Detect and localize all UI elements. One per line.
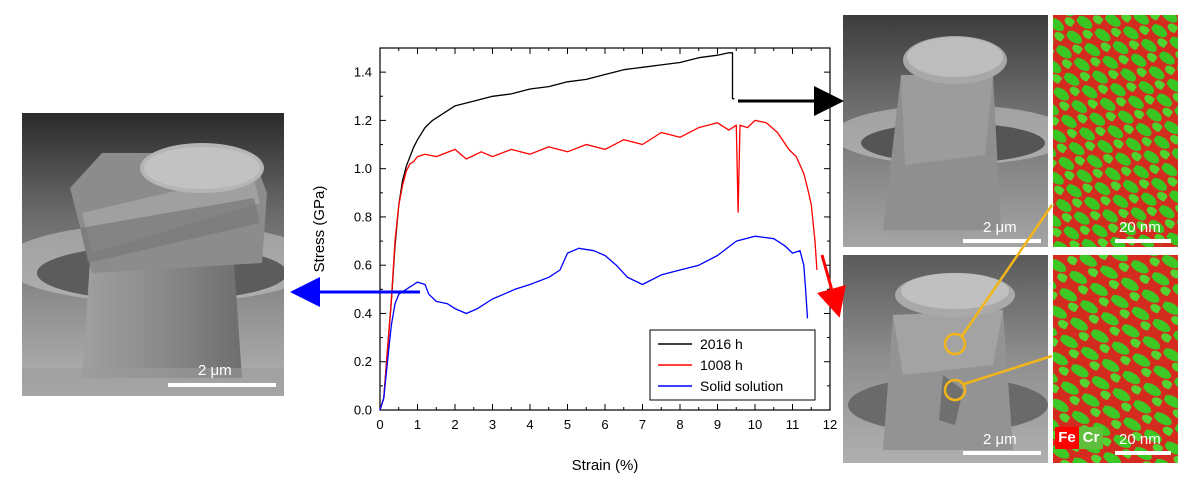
- series-lines: [379, 52, 818, 411]
- x-tick-label: 0: [376, 417, 383, 432]
- legend-box: [649, 329, 816, 401]
- y-tick-label: 0.4: [354, 306, 372, 321]
- x-tick-label: 2: [451, 417, 458, 432]
- scale-bar: [168, 383, 276, 387]
- right-bottom-sem-image: 2 μm: [843, 255, 1048, 463]
- scale-bar-label: 2 μm: [983, 431, 1017, 448]
- series-line-1008-h: [379, 119, 818, 411]
- legend: 2016 h 1008 h Solid solution: [649, 329, 816, 401]
- x-tick-label: 3: [489, 417, 496, 432]
- cr-label: Cr: [1079, 427, 1103, 449]
- x-tick-label: 7: [639, 417, 646, 432]
- left-sem-image: 2 μm: [22, 113, 284, 396]
- right-top-eds-map: 20 nm: [1053, 15, 1178, 247]
- eds-texture: [1053, 15, 1178, 247]
- y-tick-label: 0.0: [354, 403, 372, 418]
- legend-label-solid-solution: Solid solution: [700, 378, 783, 394]
- y-tick-label: 0.8: [354, 209, 372, 224]
- fe-label: Fe: [1055, 427, 1079, 449]
- legend-label-2016h: 2016 h: [700, 336, 743, 352]
- right-bottom-micropillar: [843, 255, 1048, 463]
- scale-bar: [1115, 451, 1171, 455]
- scale-bar-label: 2 μm: [983, 219, 1017, 236]
- scale-bar-label: 2 μm: [198, 362, 232, 379]
- x-axis-label: Strain (%): [572, 457, 639, 474]
- left-sem-micropillar: [22, 113, 284, 396]
- y-tick-label: 1.4: [354, 65, 372, 80]
- y-tick-label: 1.0: [354, 161, 372, 176]
- right-top-micropillar: [843, 15, 1048, 247]
- x-tick-label: 4: [526, 417, 533, 432]
- legend-label-1008h: 1008 h: [700, 357, 743, 373]
- x-tick-label: 11: [786, 417, 800, 432]
- y-axis-label: Stress (GPa): [311, 186, 328, 273]
- scale-bar-label: 20 nm: [1119, 431, 1161, 448]
- x-tick-label: 1: [414, 417, 421, 432]
- stress-strain-chart: 0 1 2 3 4 5 6 7 8 9 10 11 12 0.00.20.40.60.81.01.21.…: [311, 47, 837, 474]
- series-line-solid-solution: [379, 235, 809, 411]
- x-tick-label: 12: [823, 417, 837, 432]
- y-tick-label: 1.2: [354, 113, 372, 128]
- x-tick-label: 10: [748, 417, 762, 432]
- scale-bar: [963, 239, 1041, 243]
- x-tick-label: 5: [564, 417, 571, 432]
- x-tick-label: 9: [714, 417, 721, 432]
- y-tick-label: 0.2: [354, 354, 372, 369]
- scale-bar-label: 20 nm: [1119, 219, 1161, 236]
- right-top-sem-image: 2 μm: [843, 15, 1048, 247]
- x-tick-label: 8: [676, 417, 683, 432]
- y-tick-label: 0.6: [354, 258, 372, 273]
- scale-bar: [1115, 239, 1171, 243]
- x-tick-label: 6: [601, 417, 608, 432]
- right-bottom-eds-map: Fe Cr 20 nm: [1053, 255, 1178, 463]
- y-axis-ticks: 0.0 0.2 0.4 0.6 0.8 1.0 1.2 1.4: [354, 47, 830, 418]
- scale-bar: [963, 451, 1041, 455]
- x-axis-ticks: 0 1 2 3 4 5 6 7 8 9 10 11 12: [376, 48, 837, 432]
